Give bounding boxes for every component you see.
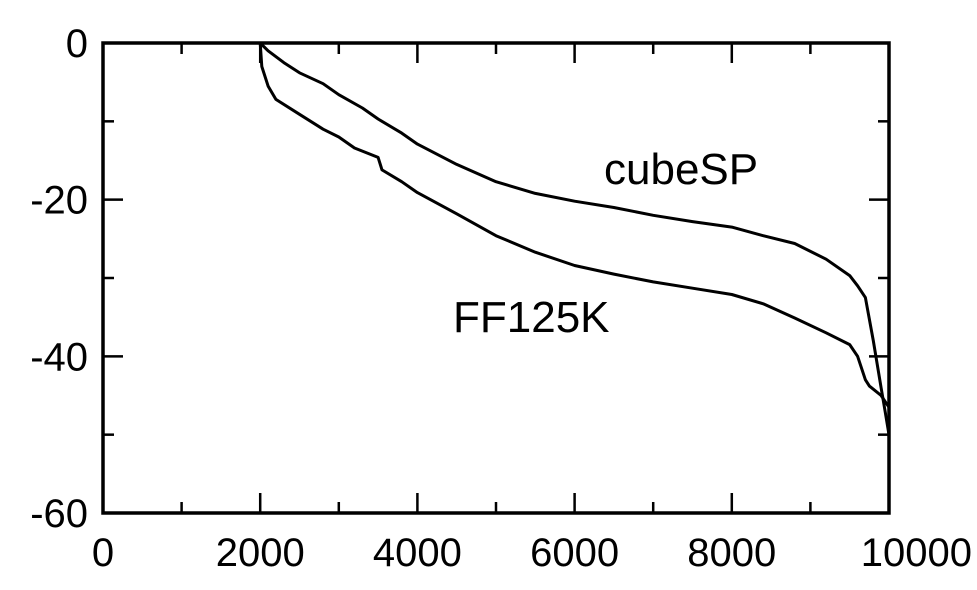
x-tick-label-2: 4000 bbox=[373, 531, 462, 575]
series-group bbox=[258, 41, 891, 435]
series-line-0 bbox=[259, 41, 891, 435]
major-ticks bbox=[103, 43, 889, 513]
series-label-cubesp: cubeSP bbox=[604, 145, 758, 194]
plot-frame bbox=[101, 41, 891, 515]
x-tick-label-1: 2000 bbox=[216, 531, 305, 575]
x-tick-labels: 0 2000 4000 6000 8000 10000 bbox=[92, 531, 972, 575]
series-line-1 bbox=[258, 42, 891, 409]
y-tick-label-3: -60 bbox=[30, 492, 88, 536]
series-label-ff125k: FF125K bbox=[453, 293, 610, 342]
y-tick-label-0: 0 bbox=[66, 22, 88, 66]
x-tick-label-3: 6000 bbox=[530, 531, 619, 575]
x-tick-label-0: 0 bbox=[92, 531, 114, 575]
x-tick-label-5: 10000 bbox=[861, 531, 972, 575]
y-tick-label-1: -20 bbox=[30, 179, 88, 223]
minor-ticks bbox=[103, 43, 889, 513]
x-tick-label-4: 8000 bbox=[687, 531, 776, 575]
y-tick-label-2: -40 bbox=[30, 335, 88, 379]
y-tick-labels: 0 -20 -40 -60 bbox=[30, 22, 88, 536]
